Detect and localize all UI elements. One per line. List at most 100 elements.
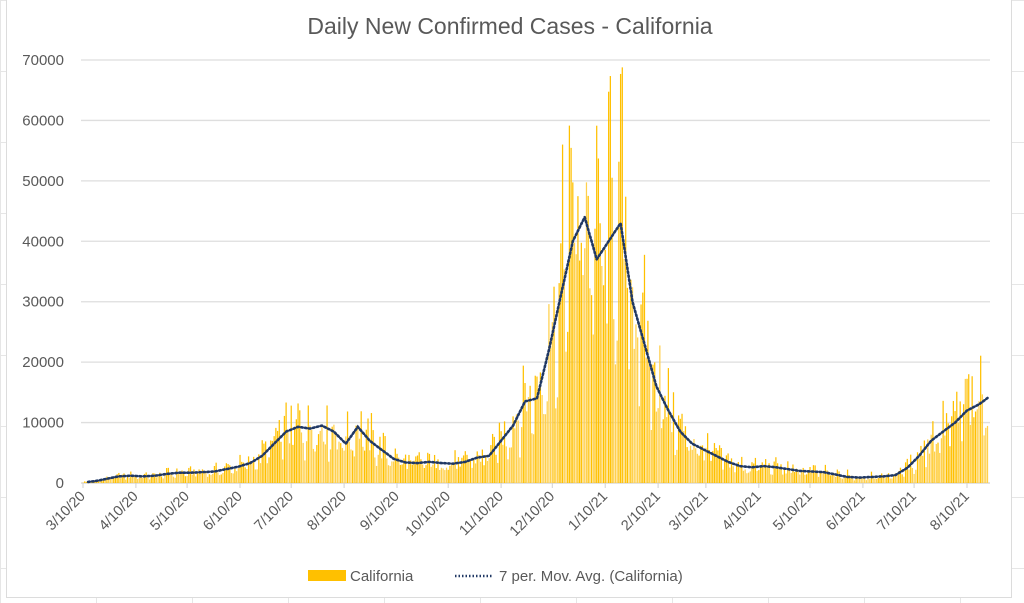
bar: [869, 479, 871, 483]
bar: [176, 468, 178, 483]
bar: [608, 91, 610, 484]
bar: [333, 424, 335, 483]
bar: [410, 460, 412, 483]
bar: [898, 471, 900, 483]
bar: [85, 481, 88, 483]
bar: [104, 479, 106, 483]
bar: [671, 432, 673, 483]
bar: [901, 474, 903, 483]
bar: [933, 451, 936, 483]
bar: [976, 409, 978, 483]
bar: [642, 292, 644, 483]
bar: [867, 478, 869, 483]
bar: [213, 465, 216, 483]
x-tick-label: 4/10/20: [96, 489, 142, 535]
bar: [765, 459, 767, 483]
bar: [266, 463, 268, 483]
bar: [466, 454, 468, 483]
bar: [718, 445, 721, 483]
bar: [626, 287, 629, 483]
bar: [406, 468, 408, 483]
y-tick-label: 70000: [22, 52, 64, 69]
bar: [524, 383, 526, 483]
bar: [203, 470, 205, 483]
bar: [788, 470, 791, 483]
bar: [882, 476, 885, 483]
x-tick-label: 4/10/21: [719, 489, 765, 535]
bar: [857, 477, 859, 483]
bar: [401, 464, 403, 483]
bar: [462, 455, 465, 483]
bar: [930, 434, 932, 483]
bar: [246, 469, 248, 483]
bar: [386, 458, 388, 483]
bar: [695, 448, 697, 483]
bar: [633, 348, 635, 483]
bar: [114, 476, 117, 483]
bar: [232, 473, 234, 483]
bar: [480, 461, 482, 483]
bar: [631, 287, 634, 483]
y-tick-label: 40000: [22, 233, 64, 250]
bar: [935, 443, 937, 483]
bar: [980, 355, 982, 483]
bar: [227, 464, 229, 483]
bar: [341, 447, 344, 483]
bar: [133, 476, 135, 483]
bar: [283, 415, 286, 483]
bar: [488, 458, 490, 483]
bar: [582, 275, 584, 483]
bar: [358, 438, 361, 483]
bar: [275, 427, 277, 483]
bar: [500, 431, 502, 483]
bar: [666, 417, 668, 483]
bar: [589, 288, 591, 483]
bar: [422, 464, 424, 483]
bar: [155, 477, 158, 483]
bar: [922, 455, 924, 483]
bar: [954, 411, 956, 483]
bar: [107, 478, 110, 483]
bar: [435, 468, 437, 483]
bar: [319, 430, 321, 483]
bar: [771, 474, 774, 483]
bar: [824, 464, 827, 483]
bar: [205, 471, 207, 483]
bar: [770, 474, 772, 483]
bar: [650, 429, 652, 483]
bar: [464, 451, 466, 483]
bar: [167, 467, 169, 483]
bar: [974, 411, 977, 483]
bar: [128, 477, 130, 483]
bar: [732, 466, 734, 483]
bar: [420, 459, 422, 483]
bar: [858, 478, 861, 483]
bar: [433, 454, 436, 483]
bar: [794, 471, 796, 483]
bar: [838, 471, 840, 483]
bar: [166, 468, 168, 483]
bar: [461, 457, 463, 483]
bar: [983, 435, 985, 483]
bar: [374, 457, 376, 483]
bar: [491, 433, 494, 483]
bar: [331, 426, 333, 483]
bar: [604, 249, 606, 483]
bar: [258, 454, 260, 483]
bar: [893, 474, 895, 483]
bar: [660, 428, 663, 483]
bar: [669, 414, 671, 483]
bar: [708, 450, 710, 483]
x-tick-label: 6/10/20: [200, 489, 246, 535]
bar: [647, 320, 649, 483]
bar: [135, 475, 137, 483]
bar: [276, 430, 279, 483]
bar: [778, 468, 780, 483]
bar: [932, 421, 934, 483]
bar: [688, 450, 690, 483]
bar: [329, 449, 332, 483]
bar: [314, 451, 316, 483]
bar: [712, 450, 714, 483]
bar: [193, 469, 195, 483]
bar: [241, 461, 243, 483]
